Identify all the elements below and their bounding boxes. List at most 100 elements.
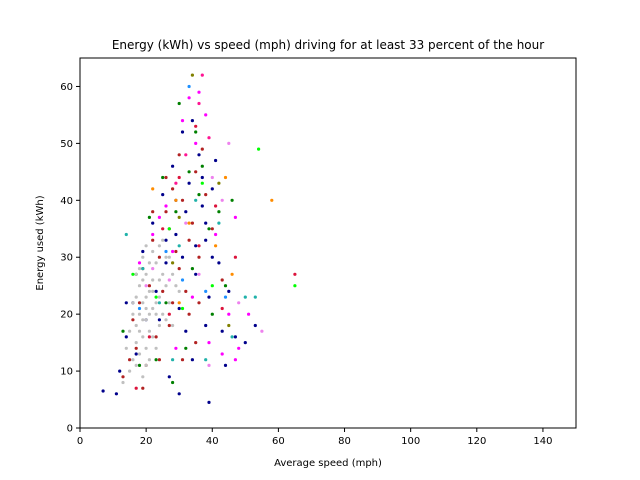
data-point	[137, 329, 142, 333]
data-point	[194, 124, 198, 128]
data-point	[154, 335, 158, 339]
data-point	[230, 335, 234, 339]
data-point	[227, 141, 231, 145]
data-point	[187, 181, 191, 185]
data-point	[144, 295, 148, 299]
data-point	[151, 221, 155, 225]
data-point	[164, 255, 168, 259]
data-point	[214, 232, 218, 237]
data-point	[141, 249, 145, 254]
data-point	[233, 335, 237, 339]
y-tick-label: 20	[60, 310, 73, 321]
data-point	[121, 375, 125, 379]
data-point	[220, 278, 224, 282]
x-tick-label: 80	[338, 436, 351, 447]
data-point	[134, 295, 138, 299]
data-point	[210, 187, 214, 191]
data-point	[171, 301, 175, 305]
data-point	[210, 312, 214, 316]
data-point	[151, 278, 155, 282]
data-point	[161, 289, 165, 293]
data-point	[197, 255, 201, 259]
data-point	[147, 335, 151, 339]
data-point	[190, 119, 194, 123]
data-point	[151, 306, 155, 311]
data-point	[154, 301, 158, 305]
data-point	[164, 175, 168, 180]
data-point	[253, 323, 257, 328]
data-point	[197, 153, 201, 157]
data-point	[157, 318, 161, 322]
data-point	[147, 284, 151, 288]
data-point	[177, 215, 181, 219]
data-point	[121, 380, 125, 385]
data-point	[184, 329, 188, 333]
x-tick-label: 20	[140, 436, 153, 447]
data-point	[210, 175, 214, 180]
data-point	[151, 289, 155, 293]
data-point	[204, 113, 208, 117]
data-point	[161, 175, 165, 180]
data-point	[180, 255, 185, 259]
data-point	[214, 158, 218, 163]
data-point	[220, 198, 224, 202]
data-point	[157, 358, 161, 362]
data-point	[187, 238, 191, 242]
data-point	[190, 267, 194, 271]
data-point	[118, 369, 122, 373]
data-point	[167, 278, 171, 282]
data-point	[253, 295, 257, 299]
data-point	[217, 261, 221, 265]
data-point	[204, 221, 208, 225]
x-tick-label: 100	[401, 436, 420, 447]
y-tick-label: 30	[60, 253, 73, 264]
y-axis-label: Energy used (kWh)	[35, 195, 46, 290]
plot-frame	[79, 57, 577, 429]
data-point	[134, 272, 138, 276]
data-point	[164, 210, 168, 214]
data-point	[137, 312, 142, 316]
data-point	[184, 221, 188, 225]
data-point	[144, 363, 148, 367]
data-point	[154, 312, 158, 316]
data-point	[174, 249, 178, 254]
data-point	[147, 329, 151, 333]
data-point	[141, 318, 145, 322]
data-point	[217, 181, 221, 185]
data-point	[141, 267, 145, 271]
data-point	[131, 301, 135, 305]
data-point	[171, 323, 175, 328]
data-point	[131, 318, 135, 322]
data-point	[161, 193, 165, 197]
data-point	[128, 369, 132, 373]
data-point	[144, 272, 148, 276]
data-point	[223, 363, 228, 367]
data-point	[197, 193, 201, 197]
data-point	[180, 278, 185, 282]
data-point	[157, 295, 161, 299]
data-point	[270, 198, 274, 202]
data-point	[171, 261, 175, 265]
data-point	[194, 141, 198, 145]
data-point	[167, 301, 171, 305]
data-point	[207, 400, 211, 404]
data-point	[134, 323, 138, 328]
x-tick-label: 0	[77, 436, 83, 447]
data-point	[164, 261, 168, 265]
data-point	[157, 244, 161, 248]
data-point	[151, 249, 155, 254]
data-point	[154, 295, 158, 299]
data-point	[247, 312, 251, 316]
data-point	[243, 341, 247, 345]
data-point	[137, 352, 142, 356]
data-point	[177, 301, 181, 305]
data-point	[147, 215, 151, 219]
data-point	[144, 346, 148, 350]
data-point	[167, 227, 171, 231]
data-point	[214, 204, 218, 208]
y-tick-label: 60	[60, 82, 73, 93]
data-point	[184, 289, 188, 293]
data-point	[137, 363, 142, 367]
data-point	[194, 341, 198, 345]
